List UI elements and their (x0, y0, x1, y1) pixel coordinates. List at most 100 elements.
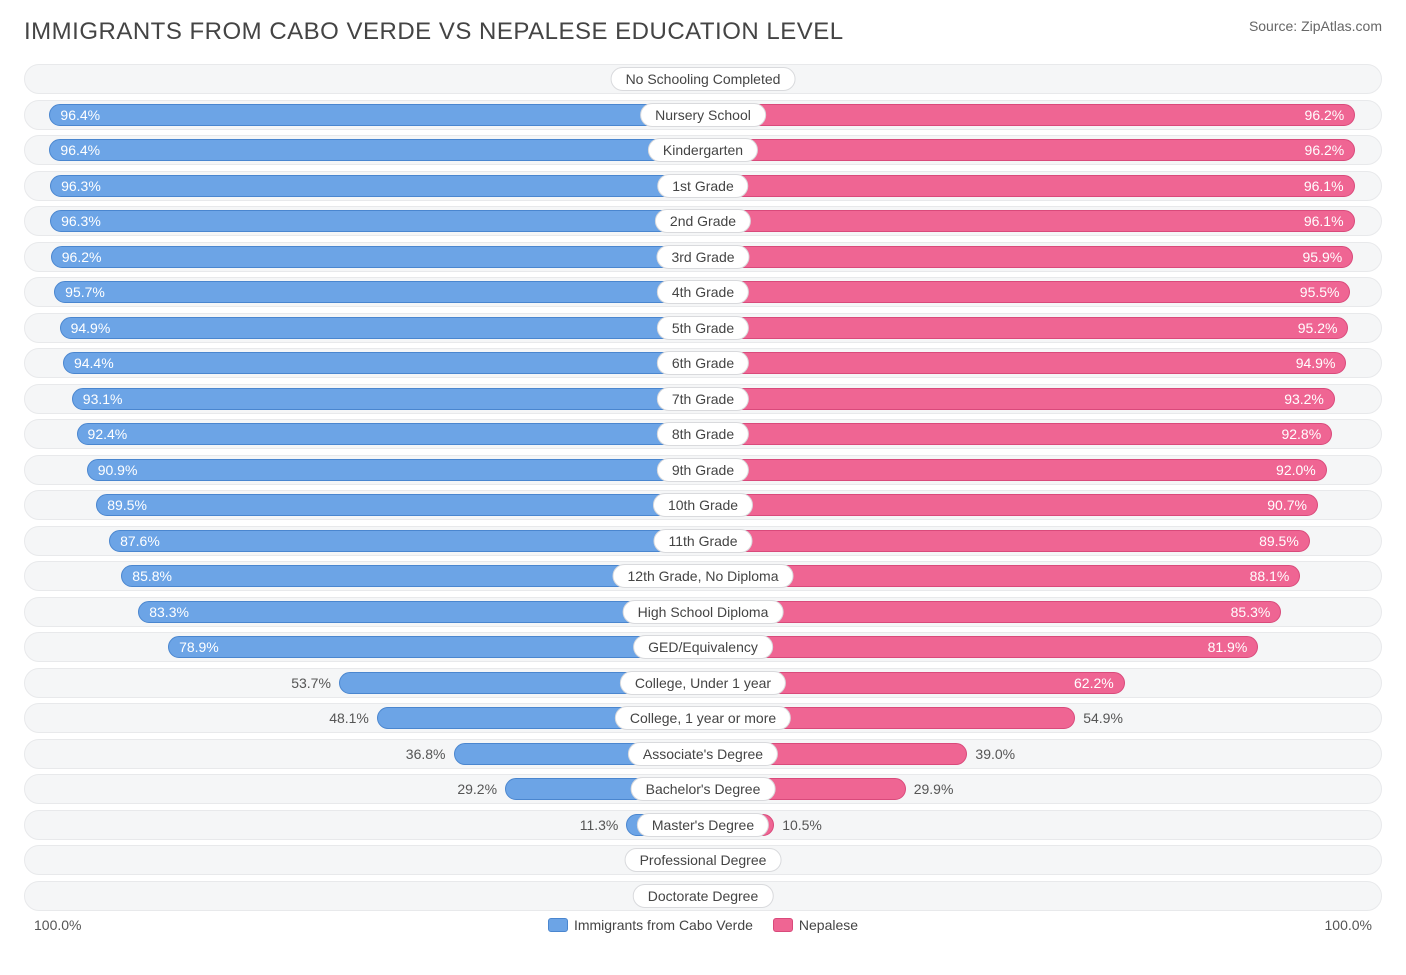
bar-nepalese: 96.1% (703, 210, 1355, 232)
bar-value-label: 89.5% (107, 497, 147, 513)
chart-row: 96.3%96.1%1st Grade (24, 171, 1382, 201)
bar-cabo-verde: 93.1% (72, 388, 703, 410)
bar-value-label: 93.1% (83, 391, 123, 407)
bar-value-label: 11.3% (580, 811, 619, 839)
bar-nepalese: 85.3% (703, 601, 1281, 623)
chart-row: 78.9% 81.9% GED/Equivalency (24, 632, 1382, 662)
category-pill: Associate's Degree (628, 742, 778, 766)
bar-cabo-verde: 87.6% (109, 530, 703, 552)
category-pill: Kindergarten (648, 138, 758, 162)
category-pill: College, 1 year or more (615, 706, 791, 730)
chart-row: 3.5%3.8%No Schooling Completed (24, 64, 1382, 94)
chart-row: 89.5%90.7%10th Grade (24, 490, 1382, 520)
chart-container: IMMIGRANTS FROM CABO VERDE VS NEPALESE E… (0, 0, 1406, 975)
bar-cabo-verde: 96.3% (50, 210, 703, 232)
category-pill: 12th Grade, No Diploma (613, 564, 794, 588)
legend-label: Nepalese (799, 917, 858, 933)
category-pill: No Schooling Completed (611, 67, 796, 91)
category-pill: Doctorate Degree (633, 884, 774, 908)
chart-row: 85.8%88.1%12th Grade, No Diploma (24, 561, 1382, 591)
bar-value-label: 92.0% (1276, 462, 1316, 478)
bar-value-label: 85.8% (132, 568, 172, 584)
bar-value-label: 39.0% (975, 740, 1015, 768)
chart-row: 96.4% 96.2% Nursery School (24, 100, 1382, 130)
chart-row: 96.4%96.2%Kindergarten (24, 135, 1382, 165)
legend-label: Immigrants from Cabo Verde (574, 917, 753, 933)
bar-value-label: 10.5% (782, 811, 822, 839)
bar-value-label: 95.7% (65, 284, 105, 300)
chart-row: 11.3% 10.5% Master's Degree (24, 810, 1382, 840)
bar-value-label: 48.1% (329, 704, 369, 732)
chart-row: 96.2%95.9%3rd Grade (24, 242, 1382, 272)
bar-value-label: 96.2% (1305, 107, 1345, 123)
bar-nepalese: 96.2% (703, 139, 1355, 161)
bar-value-label: 96.3% (61, 178, 101, 194)
bar-value-label: 96.4% (60, 107, 100, 123)
chart-rows: 3.5%3.8%No Schooling Completed 96.4% 96.2%… (24, 64, 1382, 911)
category-pill: High School Diploma (623, 600, 784, 624)
bar-value-label: 96.2% (1305, 142, 1345, 158)
chart-footer: 100.0% Immigrants from Cabo Verde Nepale… (24, 917, 1382, 933)
bar-value-label: 96.1% (1304, 213, 1344, 229)
bar-cabo-verde: 90.9% (87, 459, 703, 481)
chart-row: 48.1% 54.9% College, 1 year or more (24, 703, 1382, 733)
bar-value-label: 81.9% (1208, 639, 1248, 655)
bar-value-label: 83.3% (149, 604, 189, 620)
chart-row: 83.3% 85.3% High School Diploma (24, 597, 1382, 627)
category-pill: 11th Grade (653, 529, 752, 553)
chart-title: IMMIGRANTS FROM CABO VERDE VS NEPALESE E… (24, 18, 844, 46)
bar-nepalese: 94.9% (703, 352, 1346, 374)
legend-item-nepalese: Nepalese (773, 917, 858, 933)
bar-value-label: 89.5% (1259, 533, 1299, 549)
bar-cabo-verde: 78.9% (168, 636, 703, 658)
bar-cabo-verde: 89.5% (96, 494, 703, 516)
bar-nepalese: 93.2% (703, 388, 1335, 410)
category-pill: 4th Grade (657, 280, 749, 304)
chart-row: 96.3% 96.1% 2nd Grade (24, 206, 1382, 236)
header: IMMIGRANTS FROM CABO VERDE VS NEPALESE E… (24, 18, 1382, 46)
bar-value-label: 90.9% (98, 462, 138, 478)
bar-value-label: 54.9% (1083, 704, 1123, 732)
chart-row: 90.9%92.0%9th Grade (24, 455, 1382, 485)
category-pill: GED/Equivalency (633, 635, 773, 659)
bar-value-label: 62.2% (1074, 675, 1114, 691)
bar-cabo-verde: 94.4% (63, 352, 703, 374)
category-pill: 2nd Grade (655, 209, 751, 233)
chart-row: 95.7% 95.5% 4th Grade (24, 277, 1382, 307)
category-pill: Master's Degree (637, 813, 769, 837)
bar-value-label: 94.9% (1296, 355, 1336, 371)
bar-value-label: 85.3% (1231, 604, 1271, 620)
category-pill: 6th Grade (657, 351, 749, 375)
chart-row: 94.4% 94.9% 6th Grade (24, 348, 1382, 378)
chart-row: 1.3%1.3%Doctorate Degree (24, 881, 1382, 911)
bar-value-label: 95.5% (1300, 284, 1340, 300)
category-pill: 5th Grade (657, 316, 749, 340)
bar-nepalese: 81.9% (703, 636, 1258, 658)
axis-right-end: 100.0% (1325, 917, 1372, 933)
category-pill: Professional Degree (625, 848, 782, 872)
bar-value-label: 29.9% (914, 775, 954, 803)
source-attribution: Source: ZipAtlas.com (1249, 18, 1382, 34)
bar-cabo-verde: 94.9% (60, 317, 703, 339)
bar-cabo-verde: 96.2% (51, 246, 703, 268)
category-pill: Nursery School (640, 103, 766, 127)
bar-nepalese: 92.8% (703, 423, 1332, 445)
bar-value-label: 78.9% (179, 639, 219, 655)
legend: Immigrants from Cabo Verde Nepalese (548, 917, 858, 933)
legend-item-cabo-verde: Immigrants from Cabo Verde (548, 917, 753, 933)
bar-cabo-verde: 83.3% (138, 601, 703, 623)
category-pill: 3rd Grade (656, 245, 749, 269)
bar-nepalese: 95.9% (703, 246, 1353, 268)
bar-value-label: 94.9% (71, 320, 111, 336)
bar-cabo-verde: 95.7% (54, 281, 703, 303)
legend-swatch-icon (773, 918, 793, 932)
bar-nepalese: 95.2% (703, 317, 1348, 339)
axis-left-end: 100.0% (34, 917, 81, 933)
bar-nepalese: 90.7% (703, 494, 1318, 516)
bar-value-label: 87.6% (120, 533, 160, 549)
category-pill: Bachelor's Degree (631, 777, 776, 801)
bar-cabo-verde: 92.4% (77, 423, 703, 445)
chart-row: 93.1%93.2%7th Grade (24, 384, 1382, 414)
bar-value-label: 94.4% (74, 355, 114, 371)
chart-row: 53.7%62.2%College, Under 1 year (24, 668, 1382, 698)
